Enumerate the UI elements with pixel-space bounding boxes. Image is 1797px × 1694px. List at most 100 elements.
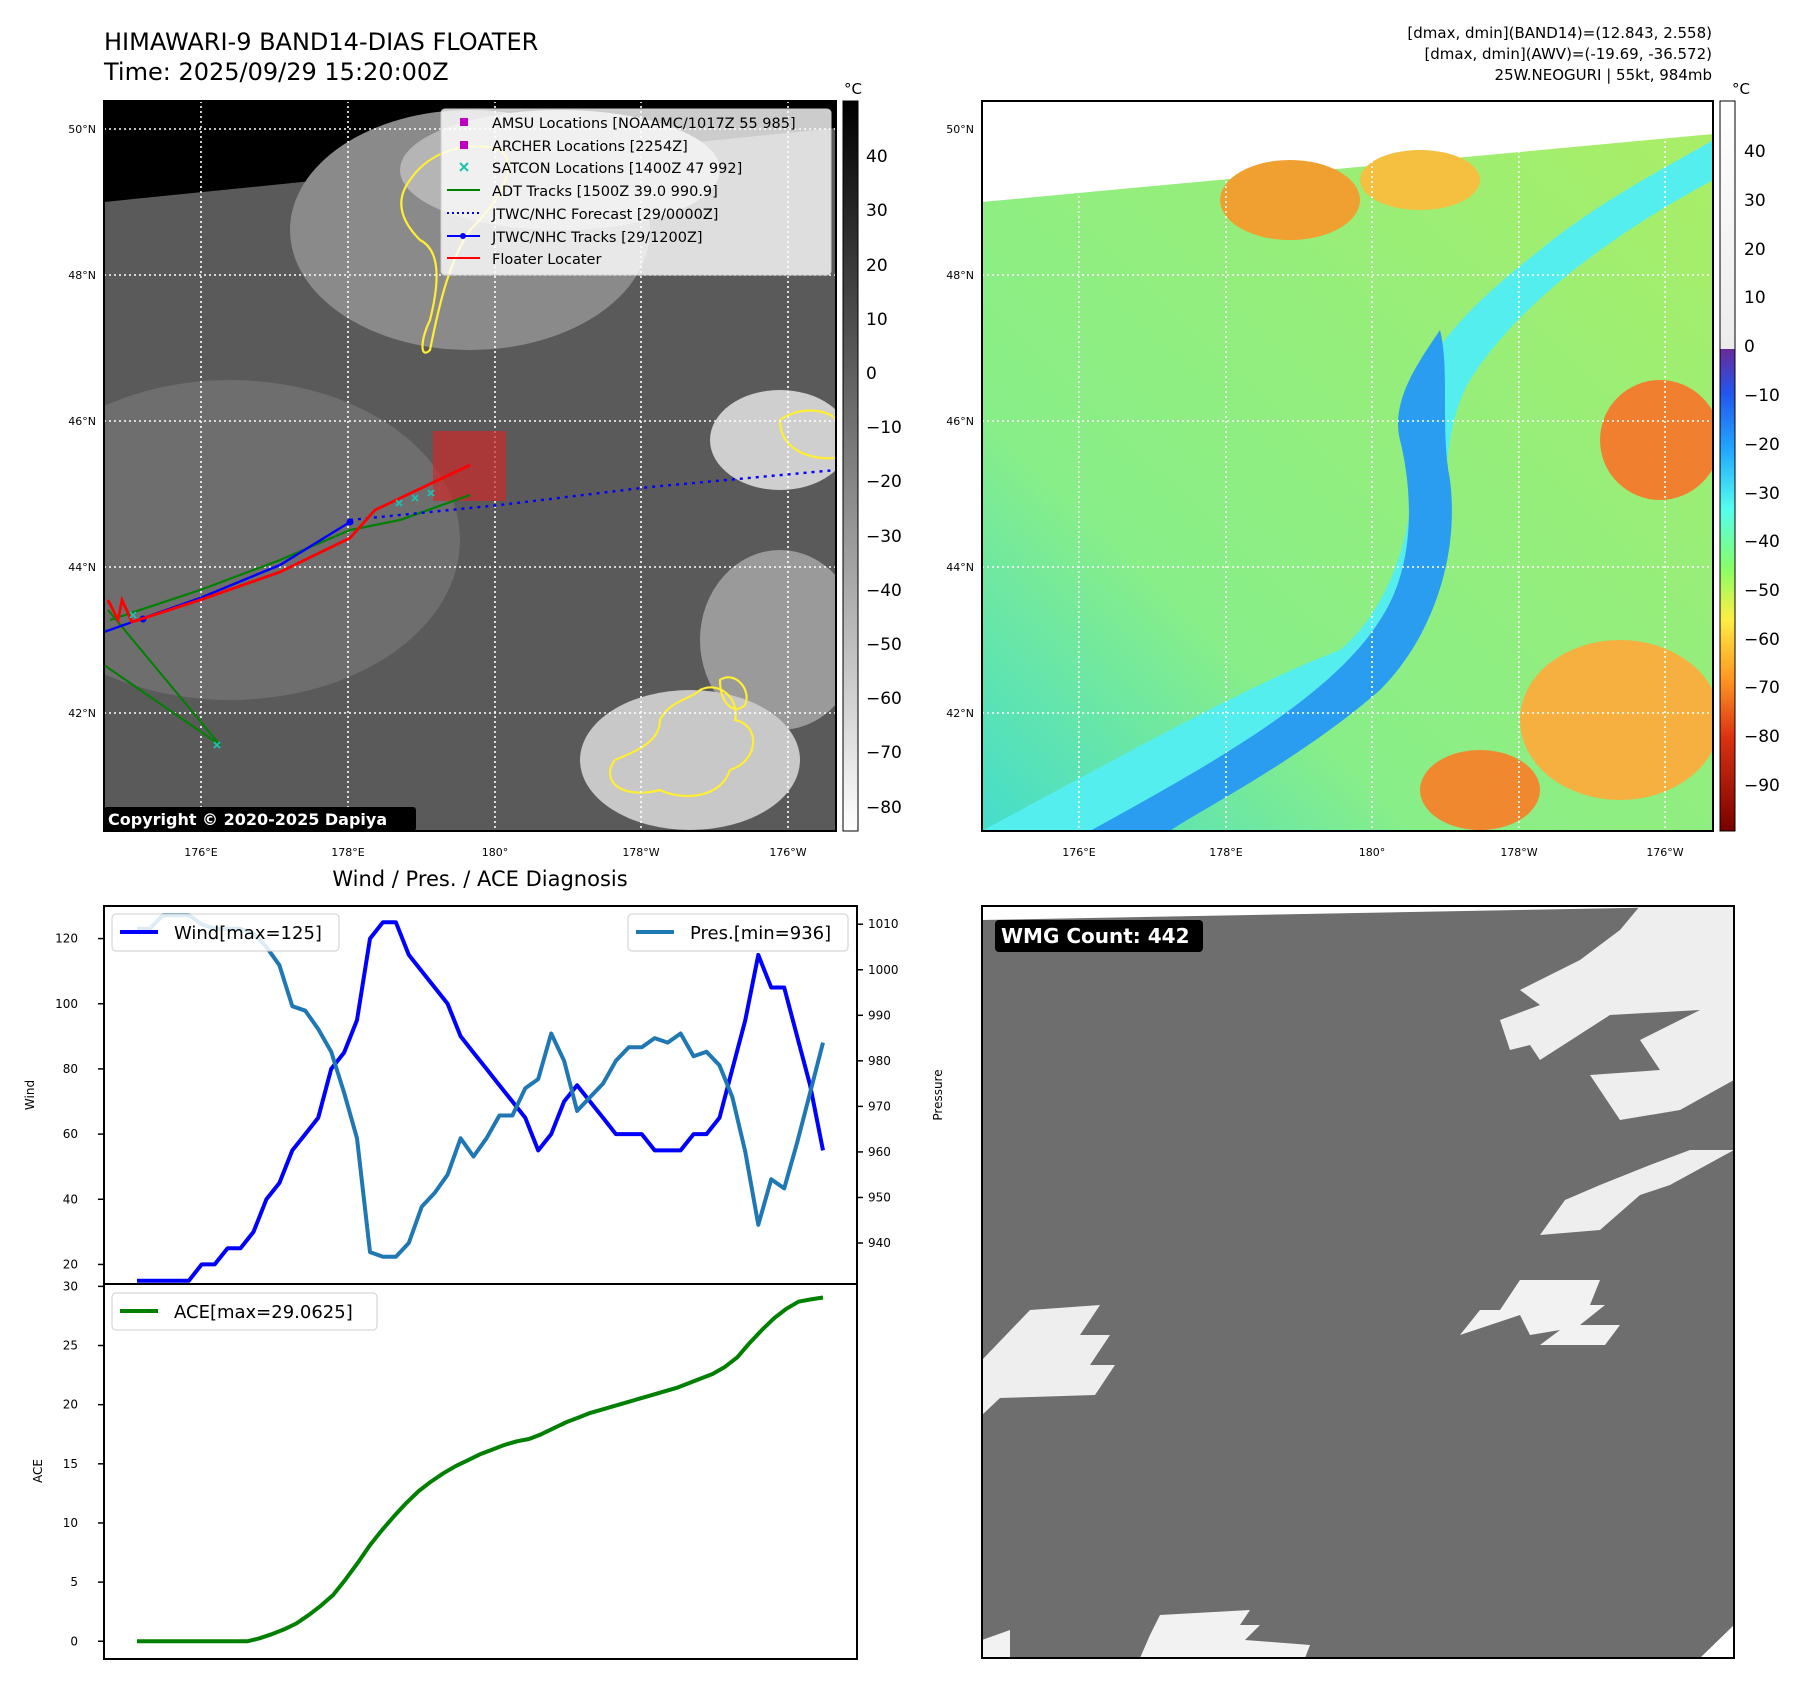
pres-yticks-label: 980 xyxy=(868,1054,891,1068)
ace-yticks-label: 15 xyxy=(63,1457,78,1471)
pres-yticks-label: 1010 xyxy=(868,917,899,931)
ace-yticks-label: 25 xyxy=(63,1339,78,1353)
wv-colorbar-tick: 10 xyxy=(1744,288,1766,308)
wv-colorbar-tick: −10 xyxy=(1744,386,1780,406)
legend-archer: ARCHER Locations [2254Z] xyxy=(492,139,688,155)
ace-series-line xyxy=(137,1295,824,1644)
ir-colorbar-unit: °C xyxy=(844,80,862,98)
wind-legend: Wind[max=125] xyxy=(111,913,340,952)
ir-colorbar-tick: −10 xyxy=(866,418,902,438)
diag-title: Wind / Pres. / ACE Diagnosis xyxy=(332,867,627,891)
wmg-count-label: WMG Count: 442 xyxy=(1001,924,1190,948)
pressure-legend: Pres.[min=936] xyxy=(627,913,849,952)
ir-map-frame xyxy=(103,100,837,832)
ace-yticks-label: 5 xyxy=(70,1575,78,1589)
wmg-panel: WMG Count: 442 xyxy=(981,905,1735,1659)
wv-colorbar-tick: −40 xyxy=(1744,532,1780,552)
pressure-yticks: 940 950 960 970 980 990 1000 1010 xyxy=(857,917,899,1250)
legend-amsu-marker xyxy=(460,118,468,126)
ir-cold-contour-south2 xyxy=(718,676,748,710)
ir-colorbar: °C 40 30 20 10 0 −10 −20 −30 −40 −50 −60… xyxy=(842,80,902,832)
wv-colorbar-ticks: 40 30 20 10 0 −10 −20 −30 −40 −50 −60 −7… xyxy=(1744,142,1780,796)
wind-yticks-label: 40 xyxy=(63,1192,78,1206)
wv-colorbar: °C 40 30 20 10 0 −10 −20 −30 −40 −50 −60… xyxy=(1719,80,1780,832)
wv-lat-label: 44°N xyxy=(946,561,974,574)
info-band14-range: [dmax, dmin](BAND14)=(12.843, 2.558) xyxy=(1407,24,1712,42)
adt-track xyxy=(109,493,471,622)
ace-yticks-label: 20 xyxy=(63,1398,78,1412)
legend-floater: Floater Locater xyxy=(492,252,601,268)
ir-lat-label: 50°N xyxy=(68,123,96,136)
wind-yticks-label: 120 xyxy=(55,932,78,946)
ace-yticks: 0 5 10 15 20 25 30 xyxy=(63,1279,104,1648)
wmg-bright-area-sw xyxy=(982,1630,1010,1658)
wv-colorbar-tick: −20 xyxy=(1744,435,1780,455)
wv-axis-labels: 50°N 48°N 46°N 44°N 42°N 176°E 178°E 180… xyxy=(946,123,1684,859)
wind-yticks-label: 100 xyxy=(55,997,78,1011)
legend-satcon: SATCON Locations [1400Z 47 992] xyxy=(492,161,742,177)
wv-map-frame xyxy=(981,100,1714,832)
pressure-ylabel: Pressure xyxy=(931,1069,945,1120)
ir-colorbar-tick: 20 xyxy=(866,256,888,276)
legend-satcon-marker xyxy=(459,162,469,172)
ir-colorbar-tick: −20 xyxy=(866,472,902,492)
ir-colorbar-tick: −70 xyxy=(866,743,902,763)
figure-time: Time: 2025/09/29 15:20:00Z xyxy=(103,58,449,86)
wind-pressure-axes xyxy=(103,905,858,1285)
ir-legend-box xyxy=(440,108,832,276)
wv-colorbar-tick: −30 xyxy=(1744,484,1780,504)
ir-map: AMSU Locations [NOAAMC/1017Z 55 985] ARC… xyxy=(103,100,837,832)
ir-cold-contour-east xyxy=(778,409,836,460)
wmg-bright-area-ne xyxy=(1500,906,1734,1120)
pres-yticks-label: 970 xyxy=(868,1099,891,1113)
ir-colorbar-ticks: 40 30 20 10 0 −10 −20 −30 −40 −50 −60 −7… xyxy=(866,147,902,818)
ace-legend-box xyxy=(111,1292,378,1331)
pressure-legend-box xyxy=(627,913,849,952)
legend-archer-marker xyxy=(460,141,468,149)
wv-colorbar-tick: 40 xyxy=(1744,142,1766,162)
ir-lat-label: 48°N xyxy=(68,269,96,282)
wv-lat-label: 50°N xyxy=(946,123,974,136)
ir-colorbar-tick: −60 xyxy=(866,689,902,709)
ir-lon-label: 176°W xyxy=(769,846,806,859)
wv-colorbar-tick: −90 xyxy=(1744,776,1780,796)
wv-dry-band xyxy=(982,140,1713,831)
ir-colorbar-tick: 0 xyxy=(866,364,877,384)
ir-cold-contour-south xyxy=(608,686,755,798)
wv-field xyxy=(982,134,1713,831)
ace-yticks-label: 30 xyxy=(63,1279,78,1293)
legend-adt: ADT Tracks [1500Z 39.0 990.9] xyxy=(492,184,718,200)
wv-moist-north2 xyxy=(1360,150,1480,210)
wv-lat-label: 46°N xyxy=(946,415,974,428)
ir-colorbar-tick: 10 xyxy=(866,310,888,330)
ir-colorbar-ramp xyxy=(842,100,859,832)
legend-amsu: AMSU Locations [NOAAMC/1017Z 55 985] xyxy=(492,116,796,132)
legend-jtwc-dot xyxy=(460,233,466,239)
wv-moist-north xyxy=(1220,160,1360,240)
jtwc-track-point xyxy=(346,518,354,526)
adt-track-tail xyxy=(104,664,221,746)
pres-yticks-label: 940 xyxy=(868,1236,891,1250)
ir-colorbar-tick: −40 xyxy=(866,581,902,601)
ace-yticks-label: 10 xyxy=(63,1516,78,1530)
wind-legend-box xyxy=(111,913,340,952)
adt-track-tail2 xyxy=(107,609,221,746)
ir-lon-label: 180° xyxy=(482,846,509,859)
ace-legend: ACE[max=29.0625] xyxy=(111,1292,378,1331)
wind-yticks-label: 80 xyxy=(63,1062,78,1076)
wind-yticks: 20 40 60 80 100 120 xyxy=(55,932,104,1271)
wv-colorbar-tick: −70 xyxy=(1744,678,1780,698)
info-awv-range: [dmax, dmin](AWV)=(-19.69, -36.572) xyxy=(1424,45,1712,63)
wv-lat-label: 42°N xyxy=(946,707,974,720)
wv-lat-label: 48°N xyxy=(946,269,974,282)
ir-colorbar-tick: −30 xyxy=(866,527,902,547)
wind-yticks-label: 60 xyxy=(63,1127,78,1141)
ace-axes xyxy=(103,1283,858,1660)
wv-colorbar-tick: −80 xyxy=(1744,727,1780,747)
ir-colorbar-tick: 30 xyxy=(866,201,888,221)
ir-cloud-band xyxy=(104,380,460,700)
info-storm: 25W.NEOGURI | 55kt, 984mb xyxy=(1495,66,1712,84)
wv-colorbar-tick: 0 xyxy=(1744,337,1755,357)
wv-moist-southeast xyxy=(1520,640,1713,800)
ir-lon-label: 176°E xyxy=(184,846,217,859)
